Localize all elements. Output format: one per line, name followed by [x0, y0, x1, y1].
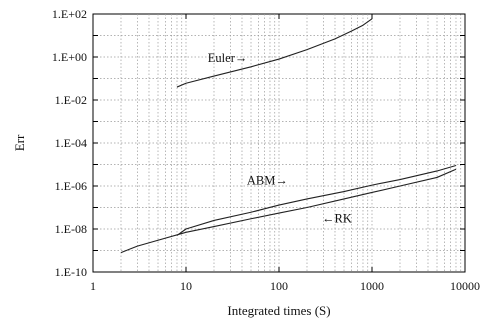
axis-ticks [92, 13, 466, 273]
y-axis-label: Err [12, 134, 27, 151]
y-tick-label: 1.E-06 [55, 179, 87, 193]
series-line-rk [120, 168, 457, 254]
x-axis-label: Integrated times (S) [227, 303, 330, 318]
series-annotation: ABM→ [247, 173, 288, 187]
y-tick-label: 1.E-02 [55, 93, 87, 107]
y-tick-label: 1.E+02 [52, 7, 87, 21]
y-tick-label: 1.E-10 [55, 265, 87, 279]
grid-lines [93, 14, 465, 272]
y-tick-label: 1.E-08 [55, 222, 87, 236]
x-tick-label: 1000 [360, 279, 384, 293]
series-annotations: Euler→ ABM→ ←RK [208, 51, 352, 226]
y-tick-label: 1.E+00 [52, 50, 87, 64]
tick-labels: 1 10 100 1000 10000 1.E+02 1.E+00 1.E-02 1.E-04 1… [52, 7, 480, 293]
x-tick-label: 10000 [450, 279, 480, 293]
series-lines [120, 18, 457, 254]
x-tick-label: 1 [90, 279, 96, 293]
series-annotation: ←RK [322, 212, 352, 226]
y-tick-label: 1.E-04 [55, 136, 87, 150]
series-line-abm [176, 164, 457, 236]
x-tick-label: 100 [270, 279, 288, 293]
series-annotation: Euler→ [208, 51, 248, 65]
x-tick-label: 10 [180, 279, 192, 293]
series-line-euler [176, 18, 373, 88]
